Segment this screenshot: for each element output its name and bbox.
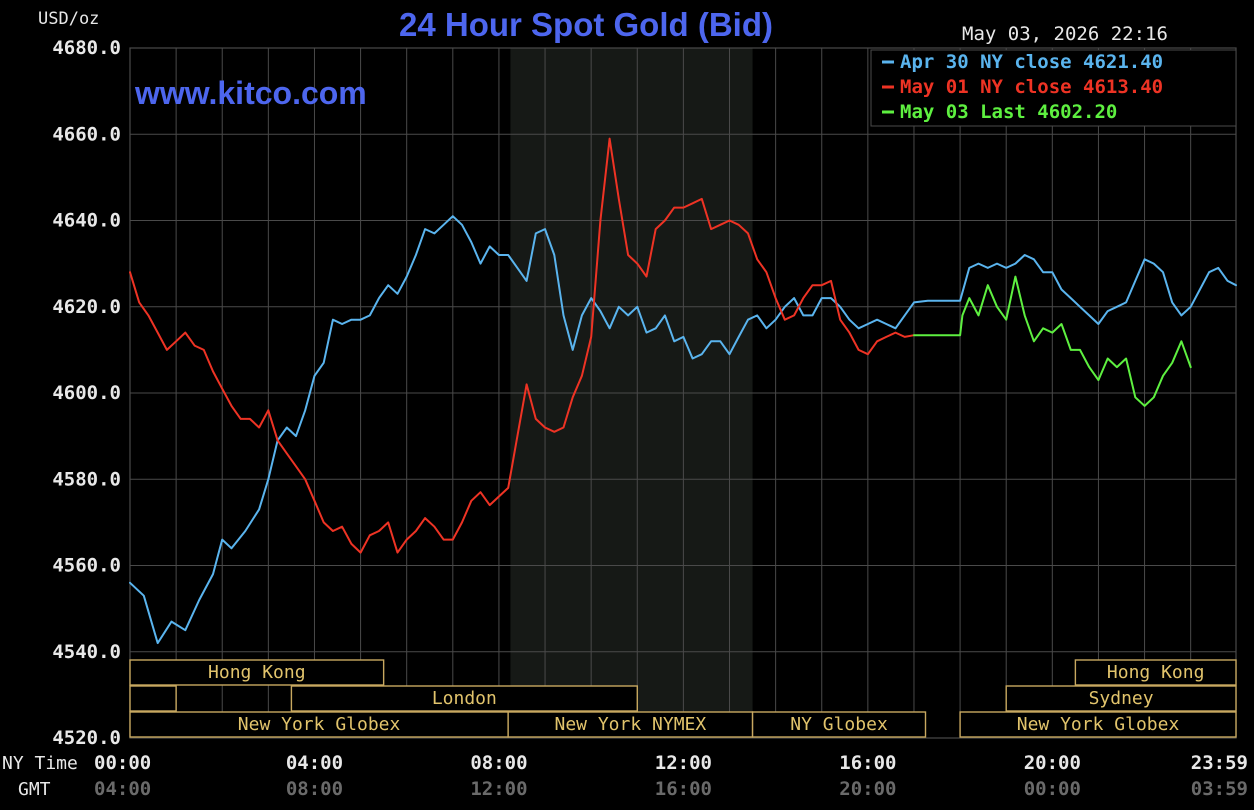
x-tick-label-ny: 12:00 [655, 752, 712, 774]
x-tick-label-ny: 04:00 [286, 752, 343, 774]
session-label: Hong Kong [208, 662, 306, 683]
y-tick-label: 4660.0 [52, 123, 121, 145]
y-tick-label: 4640.0 [52, 210, 121, 232]
session-bar [129, 685, 177, 712]
x-tick-label-ny: 00:00 [94, 752, 151, 774]
legend-box [870, 49, 1237, 127]
session-bar [290, 685, 638, 712]
x-tick-label-gmt: 20:00 [839, 778, 896, 800]
session-bar [959, 711, 1237, 738]
session-label: London [432, 688, 497, 709]
legend-entry: Apr 30 NY close 4621.40 [900, 51, 1163, 73]
session-label: New York Globex [238, 714, 401, 735]
session-label: New York Globex [1017, 714, 1180, 735]
x-tick-label-ny: 23:59 [1191, 752, 1248, 774]
y-tick-label: 4540.0 [52, 641, 121, 663]
y-tick-label: 4580.0 [52, 468, 121, 490]
y-tick-label: 4560.0 [52, 555, 121, 577]
session-label: New York NYMEX [554, 714, 706, 735]
kitco-watermark[interactable]: www.kitco.com [134, 75, 367, 111]
session-bar [751, 711, 927, 738]
chart-legend: Apr 30 NY close 4621.40 May 01 NY close 4… [870, 49, 1237, 127]
session-bar [129, 659, 385, 686]
x-tick-label-gmt: 12:00 [470, 778, 527, 800]
session-bar [507, 711, 754, 738]
series-line [129, 137, 915, 554]
session-bar [1074, 659, 1237, 686]
session-label: Sydney [1089, 688, 1154, 709]
legend-entry: May 03 Last 4602.20 [900, 101, 1117, 123]
legend-entry: May 01 NY close 4613.40 [900, 76, 1163, 98]
x-tick-label-gmt: 00:00 [1024, 778, 1081, 800]
chart-title: 24 Hour Spot Gold (Bid) [399, 6, 773, 43]
ny-time-axis-label: NY Time [2, 753, 78, 774]
x-tick-label-gmt: 16:00 [655, 778, 712, 800]
y-axis-units-label: USD/oz [38, 9, 99, 29]
y-tick-label: 4520.0 [52, 727, 121, 749]
y-tick-label: 4620.0 [52, 296, 121, 318]
x-tick-label-ny: 08:00 [470, 752, 527, 774]
series-line [913, 275, 1192, 407]
y-tick-label: 4600.0 [52, 382, 121, 404]
series-line [129, 215, 1237, 645]
y-tick-label: 4680.0 [52, 37, 121, 59]
session-label: NY Globex [790, 714, 888, 735]
session-label: Hong Kong [1107, 662, 1205, 683]
gmt-axis-label: GMT [18, 779, 51, 800]
session-bar [1005, 685, 1237, 712]
x-tick-label-ny: 20:00 [1024, 752, 1081, 774]
x-tick-label-ny: 16:00 [839, 752, 896, 774]
chart-timestamp: May 03, 2026 22:16 [962, 23, 1168, 45]
x-tick-label-gmt: 08:00 [286, 778, 343, 800]
x-tick-label-gmt: 03:59 [1191, 778, 1248, 800]
x-tick-label-gmt: 04:00 [94, 778, 151, 800]
